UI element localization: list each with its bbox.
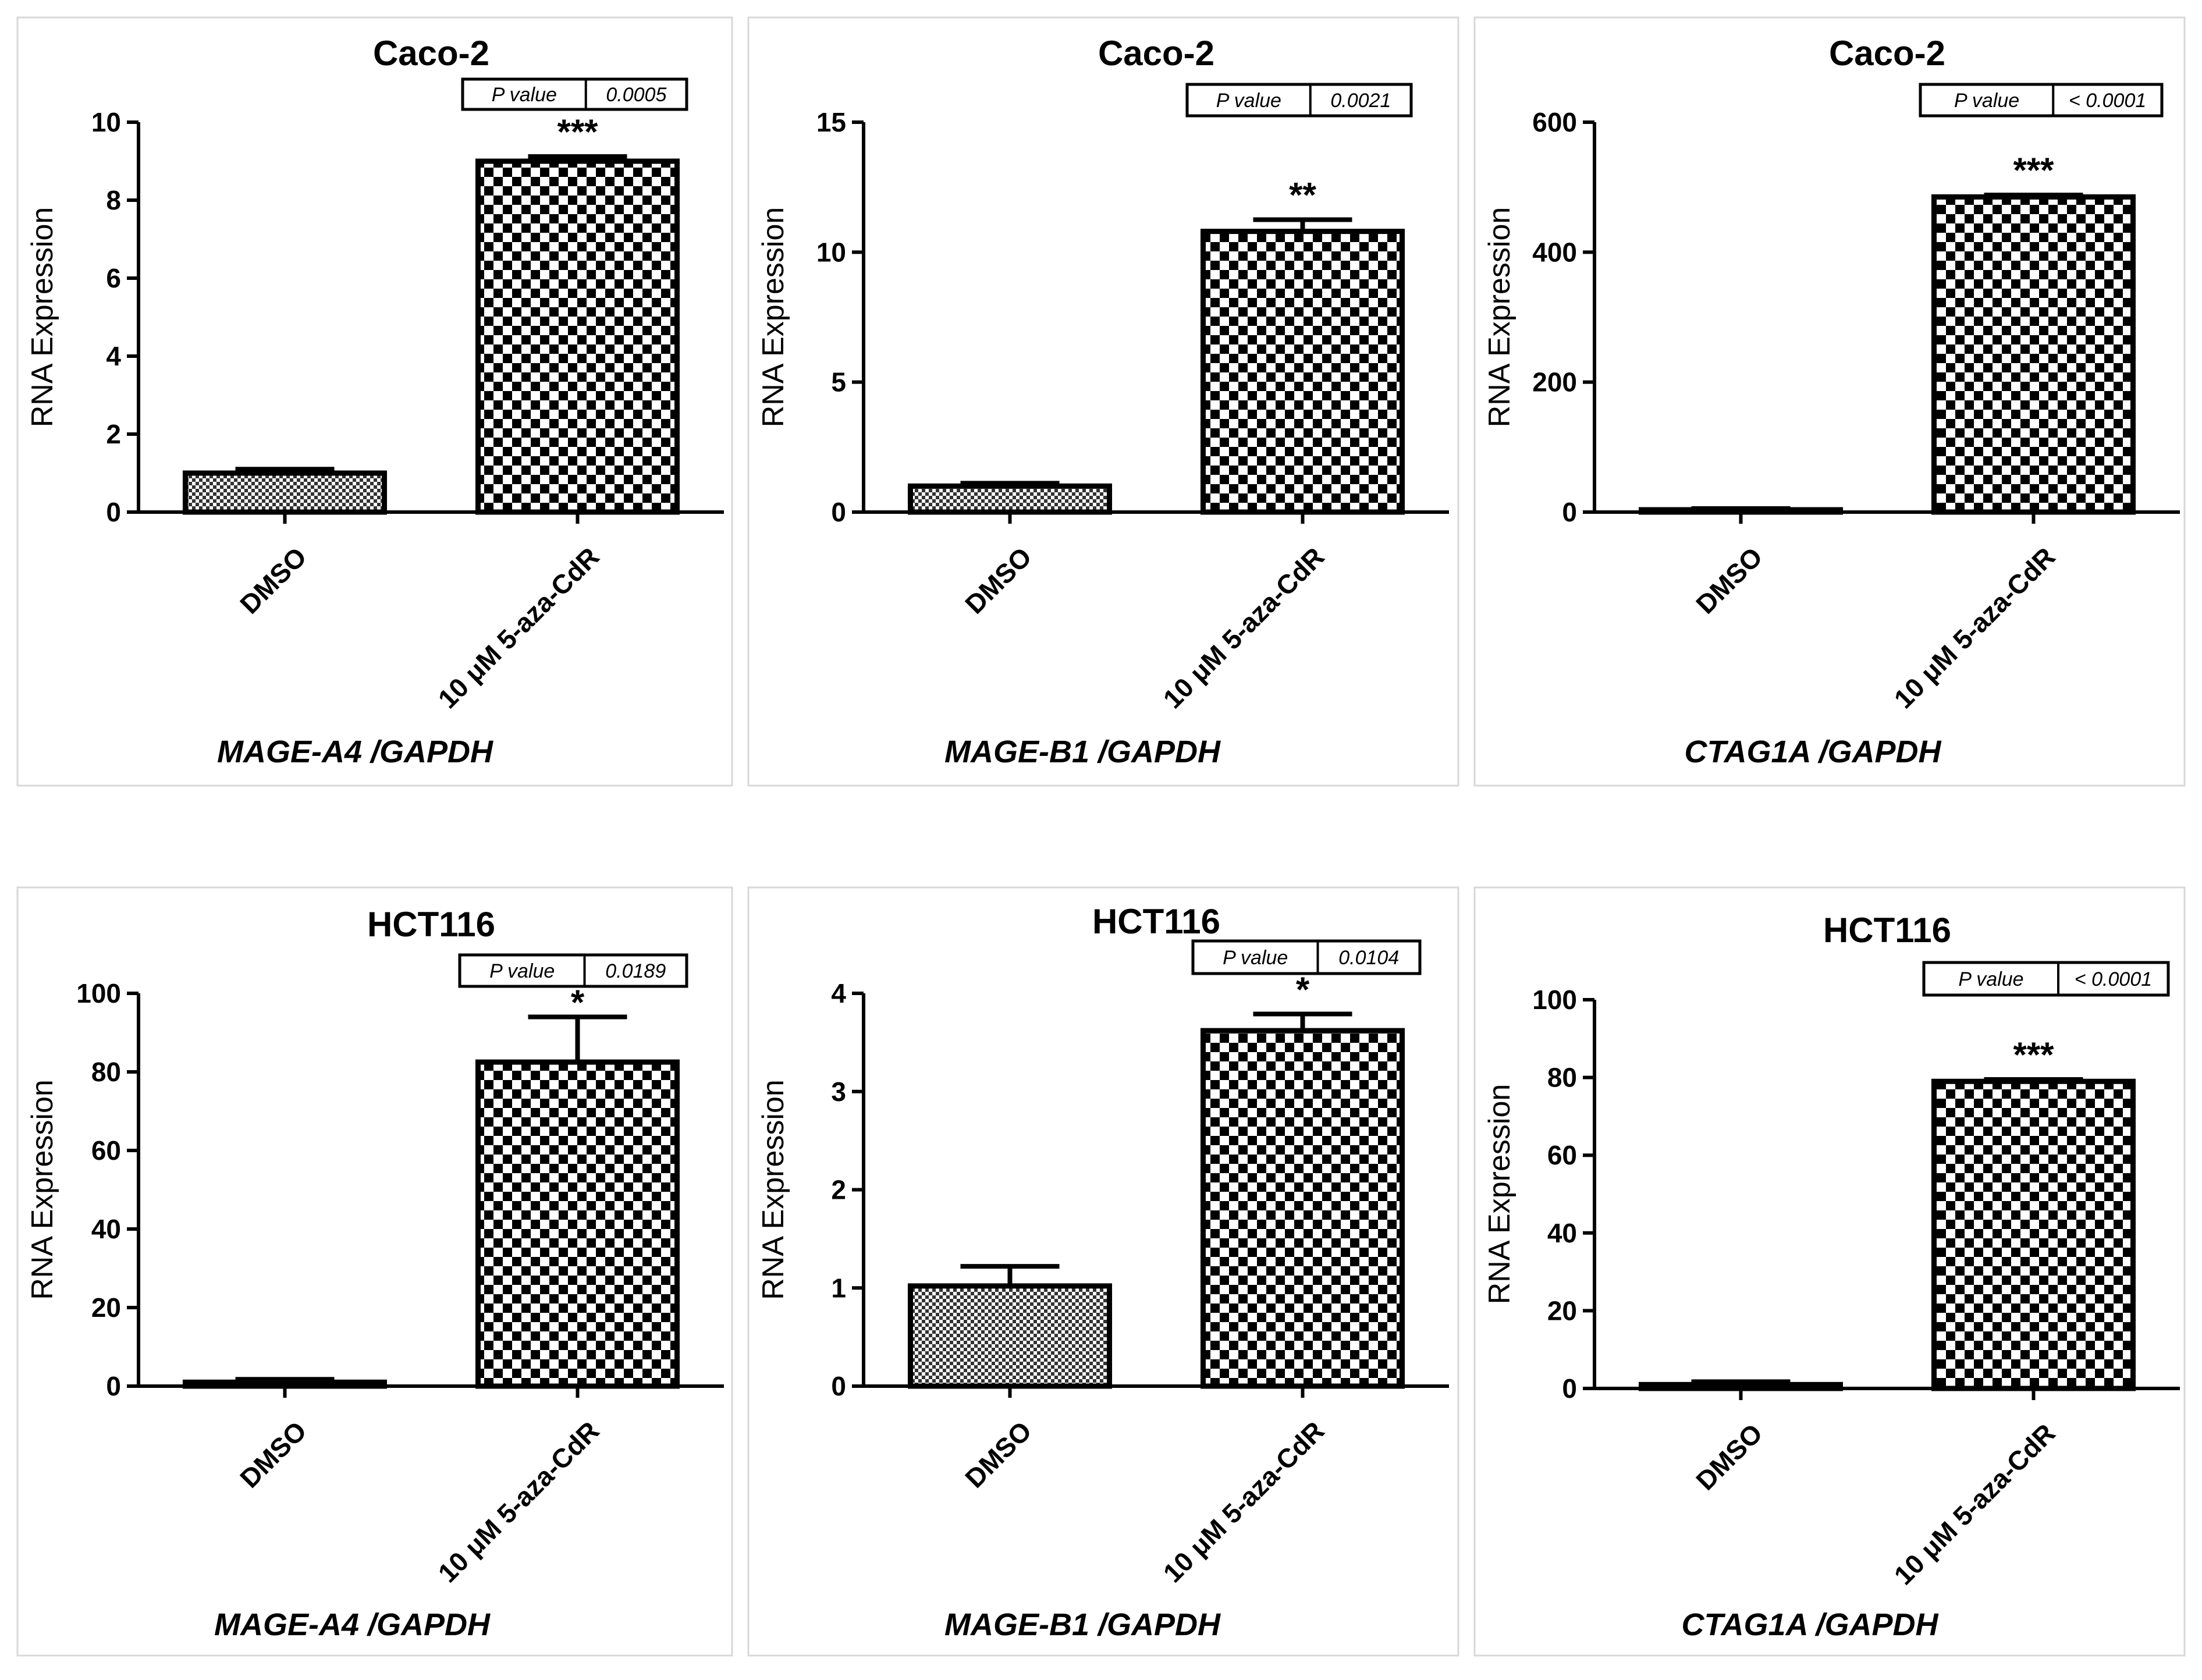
pvalue-box	[1191, 939, 1422, 975]
pvalue-box	[458, 953, 688, 988]
bar-dmso	[182, 470, 388, 515]
y-tick-label: 10	[91, 107, 121, 137]
y-tick-label: 4	[831, 978, 846, 1008]
y-tick-label: 2	[831, 1175, 846, 1205]
y-tick-label: 10	[816, 237, 846, 267]
y-tick-label: 2	[106, 419, 121, 449]
bar-aza	[475, 158, 680, 515]
y-axis-label: RNA Expression	[26, 1079, 59, 1300]
y-tick-label: 20	[91, 1292, 121, 1323]
significance-marker: *	[571, 983, 585, 1022]
y-tick-label: 200	[1532, 367, 1577, 397]
y-tick-label: 600	[1532, 107, 1577, 137]
pvalue-label: P value	[1954, 90, 2019, 112]
pvalue-box	[1185, 83, 1413, 118]
pvalue-value: < 0.0001	[2069, 90, 2146, 112]
gene-label: MAGE-B1 /GAPDH	[944, 1607, 1221, 1642]
y-tick-label: 40	[91, 1214, 121, 1244]
pvalue-label: P value	[1958, 968, 2023, 990]
chart-title: HCT116	[367, 905, 495, 944]
gene-label: CTAG1A /GAPDH	[1684, 734, 1941, 769]
gene-label: MAGE-A4 /GAPDH	[217, 734, 493, 769]
y-tick-label: 0	[106, 497, 121, 527]
chart-title: HCT116	[1823, 911, 1951, 950]
bar-aza	[1931, 1078, 2136, 1391]
pvalue-label: P value	[1223, 947, 1288, 969]
y-tick-label: 80	[1547, 1063, 1577, 1093]
y-tick-label: 0	[1562, 497, 1577, 527]
y-tick-label: 6	[106, 263, 121, 293]
y-tick-label: 0	[831, 497, 846, 527]
y-tick-label: 5	[831, 367, 846, 397]
y-tick-label: 3	[831, 1077, 846, 1107]
y-tick-label: 1	[831, 1273, 846, 1303]
pvalue-value: 0.0104	[1338, 947, 1399, 969]
y-tick-label: 20	[1547, 1295, 1577, 1326]
pvalue-label: P value	[1216, 90, 1281, 112]
pvalue-value: < 0.0001	[2075, 968, 2152, 990]
bar-dmso	[182, 1379, 388, 1389]
gene-label: CTAG1A /GAPDH	[1681, 1607, 1938, 1642]
significance-marker: ***	[2013, 1035, 2054, 1074]
chart-title: Caco-2	[373, 34, 489, 73]
significance-marker: ***	[557, 112, 598, 151]
y-tick-label: 60	[91, 1135, 121, 1166]
bar-aza	[475, 1059, 680, 1389]
chart-title: Caco-2	[1829, 34, 1945, 73]
significance-marker: ***	[2013, 151, 2054, 190]
y-axis-label: RNA Expression	[26, 207, 59, 428]
y-tick-label: 0	[831, 1371, 846, 1401]
pvalue-box	[1922, 961, 2170, 997]
y-axis-label: RNA Expression	[757, 1079, 790, 1300]
pvalue-value: 0.0189	[605, 960, 666, 982]
y-tick-label: 100	[1532, 985, 1577, 1015]
y-tick-label: 100	[76, 978, 121, 1008]
y-axis-label: RNA Expression	[1483, 207, 1516, 428]
y-tick-label: 8	[106, 185, 121, 215]
pvalue-value: 0.0005	[606, 84, 666, 106]
bar-aza	[1200, 229, 1405, 515]
y-tick-label: 15	[816, 107, 846, 137]
significance-marker: *	[1296, 970, 1310, 1009]
pvalue-label: P value	[489, 960, 555, 982]
bar-dmso	[907, 1283, 1113, 1389]
y-tick-label: 40	[1547, 1218, 1577, 1248]
chart-title: HCT116	[1092, 902, 1220, 941]
bar-dmso	[1638, 1381, 1844, 1391]
bar-dmso	[907, 483, 1113, 515]
y-axis-label: RNA Expression	[757, 207, 790, 428]
significance-marker: **	[1289, 176, 1316, 215]
y-tick-label: 0	[106, 1371, 121, 1401]
y-tick-label: 60	[1547, 1140, 1577, 1170]
pvalue-box	[1919, 83, 2164, 118]
y-tick-label: 0	[1562, 1373, 1577, 1404]
bar-aza	[1200, 1028, 1405, 1389]
bar-aza	[1931, 194, 2136, 515]
y-axis-label: RNA Expression	[1483, 1084, 1516, 1305]
y-tick-label: 80	[91, 1057, 121, 1087]
pvalue-box	[461, 77, 688, 111]
y-tick-label: 400	[1532, 237, 1577, 267]
pvalue-value: 0.0021	[1330, 90, 1391, 112]
y-tick-label: 4	[106, 341, 121, 371]
chart-title: Caco-2	[1098, 34, 1214, 73]
gene-label: MAGE-A4 /GAPDH	[214, 1607, 491, 1642]
pvalue-label: P value	[492, 84, 557, 106]
gene-label: MAGE-B1 /GAPDH	[944, 734, 1221, 769]
